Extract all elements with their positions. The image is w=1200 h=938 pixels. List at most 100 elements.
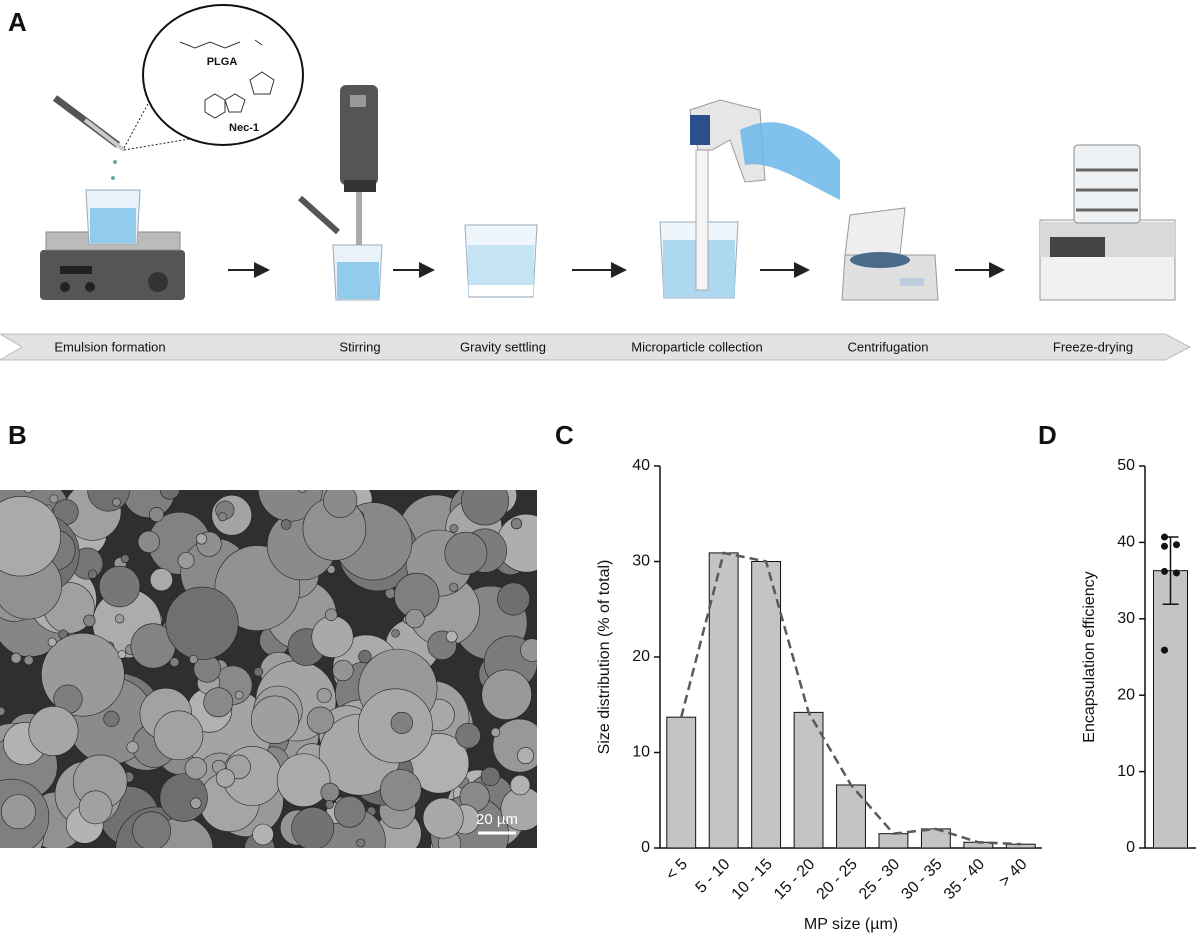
- microparticle: [316, 688, 332, 704]
- y-tick-label: 0: [641, 839, 650, 856]
- microparticle: [517, 747, 534, 765]
- data-point: [1161, 567, 1168, 575]
- y-tick-label: 10: [632, 744, 650, 761]
- panel-label: B: [8, 420, 27, 450]
- microparticle: [149, 506, 165, 523]
- microparticle: [520, 638, 537, 662]
- microparticle: [23, 490, 33, 494]
- y-tick-label: 20: [632, 648, 650, 665]
- microparticle: [1, 794, 36, 830]
- data-point: [1161, 542, 1168, 550]
- sem-image: [0, 490, 537, 848]
- x-tick-label: > 40: [996, 856, 1030, 890]
- microparticle: [510, 774, 531, 796]
- data-point: [1161, 646, 1168, 654]
- step-label: Emulsion formation: [54, 339, 165, 354]
- x-tick-label: 35 - 40: [941, 856, 988, 903]
- microparticle: [98, 565, 141, 608]
- microparticle: [169, 657, 180, 667]
- microparticle: [218, 512, 227, 522]
- microparticle: [323, 490, 358, 518]
- microparticle: [449, 524, 459, 533]
- microparticle: [332, 659, 354, 682]
- microparticle: [153, 710, 204, 761]
- x-tick-label: < 5: [663, 856, 691, 884]
- data-point: [1173, 541, 1180, 549]
- microparticle: [291, 806, 335, 848]
- microparticle: [444, 531, 488, 575]
- microparticle: [189, 654, 198, 664]
- microparticle: [250, 695, 300, 744]
- microparticle: [87, 569, 98, 579]
- microparticle: [455, 723, 481, 749]
- microparticle: [252, 823, 274, 846]
- y-tick-label: 10: [1117, 763, 1135, 780]
- microparticle: [120, 554, 130, 564]
- microparticle: [276, 753, 331, 808]
- y-tick-label: 30: [632, 553, 650, 570]
- data-point: [1161, 533, 1168, 541]
- step-label: Gravity settling: [460, 339, 546, 354]
- step-label: Microparticle collection: [631, 339, 763, 354]
- y-tick-label: 50: [1117, 457, 1135, 474]
- y-axis-title: Encapsulation efficiency: [1081, 571, 1098, 742]
- microparticle: [78, 790, 113, 825]
- microparticle: [391, 628, 400, 638]
- microparticle: [253, 667, 264, 677]
- workflow-illustration: [0, 4, 1192, 361]
- x-tick-label: 25 - 30: [856, 856, 903, 903]
- microparticle: [257, 490, 323, 522]
- microparticle: [112, 497, 121, 507]
- x-tick-label: 20 - 25: [814, 856, 861, 903]
- microparticle: [103, 710, 120, 727]
- microparticle: [311, 615, 354, 658]
- microparticle: [356, 838, 366, 848]
- microparticle: [132, 811, 171, 848]
- microparticle: [481, 669, 532, 720]
- microparticle: [159, 773, 208, 822]
- panel-label: A: [8, 7, 27, 37]
- microparticle: [126, 741, 139, 754]
- y-tick-label: 0: [1126, 839, 1135, 856]
- microparticle: [461, 490, 509, 526]
- microparticle: [49, 494, 59, 504]
- microparticle: [422, 797, 464, 839]
- panel-label: D: [1038, 420, 1057, 450]
- data-point: [1173, 569, 1180, 577]
- microparticle: [497, 582, 531, 616]
- microparticle: [177, 552, 195, 569]
- trend-line: [680, 551, 1021, 846]
- x-tick-label: 10 - 15: [729, 856, 776, 903]
- y-axis-title: Size distribution (% of total): [596, 560, 613, 755]
- microparticle: [320, 782, 340, 802]
- microparticle: [0, 706, 6, 716]
- microparticle: [165, 586, 239, 660]
- microparticle: [196, 533, 208, 545]
- microparticle: [325, 800, 334, 809]
- microparticle: [159, 490, 180, 500]
- bar: [708, 552, 739, 849]
- microparticle: [215, 768, 235, 788]
- microparticle: [306, 706, 334, 734]
- microparticle: [137, 530, 160, 553]
- bar: [836, 784, 866, 849]
- molecule-label: Nec-1: [229, 122, 259, 134]
- molecule-label: PLGA: [207, 56, 238, 68]
- microparticle: [449, 582, 459, 592]
- step-label: Centrifugation: [848, 339, 929, 354]
- microparticle: [47, 637, 57, 647]
- y-tick-label: 40: [1117, 534, 1135, 551]
- microparticle: [190, 797, 202, 809]
- microparticle: [280, 519, 292, 530]
- microparticle: [510, 518, 523, 530]
- microparticle: [325, 608, 338, 622]
- x-axis-title: MP size (µm): [804, 916, 898, 933]
- x-tick-label: 5 - 10: [693, 856, 734, 897]
- bar: [1153, 570, 1188, 849]
- microparticle: [480, 766, 501, 787]
- bar: [920, 828, 951, 849]
- step-label: Freeze-drying: [1053, 339, 1133, 354]
- microparticle: [379, 769, 422, 811]
- x-tick-label: 15 - 20: [771, 856, 818, 903]
